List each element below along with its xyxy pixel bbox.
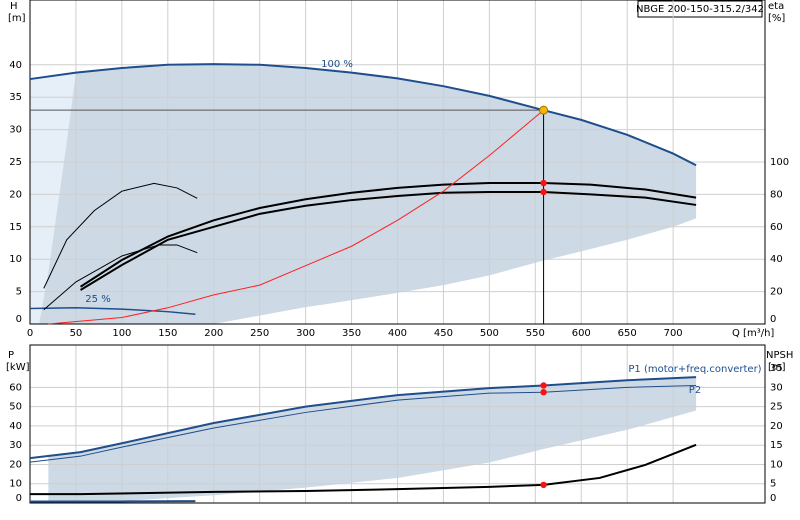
y-axis-label: P — [8, 350, 14, 361]
x-tick-label: 450 — [434, 328, 453, 339]
y2-tick-label: 25 — [770, 402, 783, 413]
curve — [80, 190, 697, 291]
y2-tick-label: 80 — [770, 189, 783, 200]
y-tick-label: 30 — [9, 440, 22, 451]
y-tick-label: 50 — [9, 402, 22, 413]
y2-axis-label: eta — [768, 1, 784, 12]
y-tick-label: 25 — [9, 157, 22, 168]
y-tick-label: 10 — [9, 254, 22, 265]
y-tick-label: 10 — [9, 479, 22, 490]
y2-tick-label: 35 — [770, 363, 783, 374]
curve — [79, 182, 697, 288]
x-tick-label: 650 — [618, 328, 637, 339]
x-tick-label: 0 — [27, 328, 33, 339]
y-tick-label: 40 — [9, 60, 22, 71]
y-tick-label: 0 — [16, 314, 22, 325]
curve — [48, 109, 544, 325]
operating-point — [540, 481, 547, 489]
curve — [43, 182, 198, 289]
y-tick-label: 15 — [9, 222, 22, 233]
y2-tick-label: 20 — [770, 287, 783, 298]
curve — [29, 63, 697, 167]
y-tick-label: 35 — [9, 92, 22, 103]
y-tick-label: 40 — [9, 421, 22, 432]
curve — [29, 384, 697, 463]
y2-tick-label: 0 — [770, 493, 776, 504]
x-tick-label: 100 — [112, 328, 131, 339]
y-tick-label: 30 — [9, 125, 22, 136]
y2-tick-label: 0 — [770, 314, 776, 325]
curve-label: P2 — [689, 385, 701, 396]
curve — [30, 443, 697, 496]
y-tick-label: 20 — [9, 459, 22, 470]
operating-range — [48, 377, 697, 503]
y2-tick-label: 10 — [770, 459, 783, 470]
curve-label: P1 (motor+freq.converter) — [628, 364, 761, 375]
x-tick-label: 250 — [250, 328, 269, 339]
operating-point — [540, 382, 547, 389]
y2-tick-label: 15 — [770, 440, 783, 451]
y-tick-label: 0 — [16, 493, 22, 504]
y-axis-unit: [kW] — [6, 362, 30, 373]
y-axis-label: H — [10, 1, 18, 12]
curve — [43, 244, 198, 311]
y-tick-label: 60 — [9, 382, 22, 393]
x-tick-label: 50 — [70, 328, 83, 339]
curve — [29, 376, 697, 460]
x-tick-label: 150 — [158, 328, 177, 339]
plot-frame — [29, 0, 766, 325]
chart-title: NBGE 200-150-315.2/342 — [636, 4, 764, 15]
x-tick-label: 400 — [388, 328, 407, 339]
y2-tick-label: 40 — [770, 254, 783, 265]
operating-point — [540, 389, 547, 396]
y2-tick-label: 60 — [770, 222, 783, 233]
y2-axis-unit: [m] — [768, 362, 786, 373]
x-axis-label: Q [m³/h] — [732, 328, 774, 339]
operating-point — [540, 179, 547, 187]
y2-axis-unit: [%] — [768, 13, 785, 24]
y-tick-label: 5 — [16, 287, 22, 298]
curve — [29, 307, 196, 316]
curve-label: 100 % — [321, 59, 353, 70]
x-tick-label: 600 — [572, 328, 591, 339]
curve-label: 25 % — [85, 294, 110, 305]
y-tick-label: 20 — [9, 189, 22, 200]
y2-tick-label: 20 — [770, 421, 783, 432]
duty-point — [539, 105, 549, 115]
x-tick-label: 550 — [526, 328, 545, 339]
y2-tick-label: 100 — [770, 157, 789, 168]
plot-frame — [29, 344, 766, 504]
x-tick-label: 300 — [296, 328, 315, 339]
x-tick-label: 700 — [664, 328, 683, 339]
x-tick-label: 200 — [204, 328, 223, 339]
title-box — [637, 0, 763, 18]
x-tick-label: 500 — [480, 328, 499, 339]
y2-axis-label: NPSH — [766, 350, 793, 361]
y2-tick-label: 30 — [770, 382, 783, 393]
operating-point — [540, 188, 547, 196]
y-axis-unit: [m] — [8, 13, 26, 24]
x-tick-label: 350 — [342, 328, 361, 339]
y2-tick-label: 5 — [770, 479, 776, 490]
